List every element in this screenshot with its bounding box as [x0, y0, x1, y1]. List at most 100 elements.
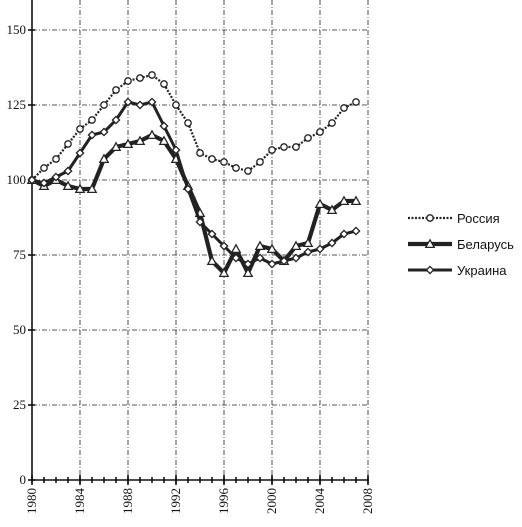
point-triangle-1990 — [146, 129, 158, 140]
point-diamond-2000 — [267, 259, 277, 269]
legend-label-diamond: Украина — [457, 263, 507, 278]
x-tick-label-2008: 2008 — [360, 488, 375, 514]
point-diamond-2005 — [327, 238, 337, 248]
point-circle-2004 — [316, 128, 324, 136]
point-triangle-1999 — [254, 240, 266, 251]
point-circle-2006 — [340, 104, 348, 112]
point-circle-2000 — [268, 146, 276, 154]
point-circle-1982 — [52, 155, 60, 163]
y-tick-label-50: 50 — [13, 322, 26, 337]
point-circle-2002 — [292, 143, 300, 151]
point-diamond-1985 — [87, 130, 97, 140]
point-diamond-1999 — [255, 253, 265, 263]
point-circle-1981 — [40, 164, 48, 172]
legend-label-triangle: Беларусь — [457, 237, 514, 252]
series-circle — [28, 71, 360, 184]
point-triangle-2002 — [290, 240, 302, 251]
point-triangle-1983 — [62, 180, 74, 191]
point-diamond-2007 — [351, 226, 361, 236]
point-diamond-1982 — [51, 172, 61, 182]
point-diamond-2002 — [291, 253, 301, 263]
series-layer — [26, 71, 362, 278]
point-diamond-1984 — [75, 148, 85, 158]
point-circle-2005 — [328, 119, 336, 127]
point-circle-2003 — [304, 134, 312, 142]
x-tick-label-2000: 2000 — [264, 488, 279, 514]
grid — [32, 0, 369, 480]
point-circle-1993 — [184, 119, 192, 127]
point-triangle-1987 — [110, 141, 122, 152]
point-circle-1984 — [76, 125, 84, 133]
point-diamond-2001 — [279, 256, 289, 266]
point-triangle-2003 — [302, 237, 314, 248]
x-tick-label-2004: 2004 — [312, 488, 327, 515]
point-circle-1994 — [196, 149, 204, 157]
series-diamond — [27, 97, 361, 269]
x-tick-label-1980: 1980 — [24, 488, 39, 514]
legend-marker-diamond — [425, 265, 435, 275]
legend: Россия Беларусь Украина — [408, 211, 514, 278]
x-tick-label-1988: 1988 — [120, 488, 135, 514]
series-line-triangle — [31, 132, 356, 276]
legend-marker-triangle — [424, 238, 436, 249]
point-circle-1990 — [148, 71, 156, 79]
point-triangle-1997 — [230, 243, 242, 254]
point-triangle-1991 — [158, 135, 170, 146]
x-tick-label-1996: 1996 — [216, 488, 231, 515]
point-triangle-1995 — [206, 255, 218, 266]
series-triangle — [26, 129, 362, 278]
point-diamond-1986 — [99, 127, 109, 137]
point-diamond-2003 — [303, 247, 313, 257]
point-diamond-1994 — [195, 217, 205, 227]
y-tick-label-125: 125 — [7, 97, 27, 112]
point-triangle-2005 — [326, 204, 338, 215]
point-triangle-2006 — [338, 195, 350, 206]
point-triangle-1984 — [74, 183, 86, 194]
point-triangle-1989 — [134, 135, 146, 146]
point-circle-1983 — [64, 140, 72, 148]
point-diamond-1980 — [27, 175, 37, 185]
x-tick-label-1984: 1984 — [72, 488, 87, 515]
point-circle-1995 — [208, 155, 216, 163]
point-triangle-1988 — [122, 138, 134, 149]
point-circle-1989 — [136, 74, 144, 82]
y-tick-label-75: 75 — [13, 247, 26, 262]
point-diamond-1993 — [183, 184, 193, 194]
point-circle-1986 — [100, 101, 108, 109]
point-diamond-1996 — [219, 241, 229, 251]
point-diamond-1991 — [159, 121, 169, 131]
y-tick-label-150: 150 — [7, 22, 27, 37]
point-circle-1999 — [256, 158, 264, 166]
series-line-diamond — [31, 100, 357, 266]
point-circle-1988 — [124, 77, 132, 85]
point-diamond-1988 — [123, 97, 133, 107]
point-diamond-1989 — [135, 100, 145, 110]
point-triangle-1985 — [86, 183, 98, 194]
point-diamond-1987 — [111, 115, 121, 125]
y-tick-label-100: 100 — [7, 172, 27, 187]
point-triangle-2004 — [314, 198, 326, 209]
x-tick-label-1992: 1992 — [168, 488, 183, 514]
point-diamond-1981 — [39, 178, 49, 188]
point-triangle-1998 — [242, 267, 254, 278]
point-circle-1987 — [112, 86, 120, 94]
point-diamond-2004 — [315, 244, 325, 254]
point-circle-1985 — [88, 116, 96, 124]
point-diamond-1992 — [171, 145, 181, 155]
point-circle-2007 — [352, 98, 360, 106]
point-circle-2001 — [280, 143, 288, 151]
point-circle-1991 — [160, 80, 168, 88]
point-circle-1997 — [232, 164, 240, 172]
point-circle-1996 — [220, 158, 228, 166]
point-diamond-1997 — [231, 253, 241, 263]
point-diamond-2006 — [339, 229, 349, 239]
point-triangle-2007 — [350, 195, 362, 206]
point-diamond-1998 — [243, 259, 253, 269]
point-circle-1992 — [172, 101, 180, 109]
y-tick-label-25: 25 — [13, 397, 26, 412]
point-circle-1998 — [244, 167, 252, 175]
point-diamond-1983 — [63, 166, 73, 176]
point-triangle-1996 — [218, 267, 230, 278]
point-diamond-1995 — [207, 229, 217, 239]
